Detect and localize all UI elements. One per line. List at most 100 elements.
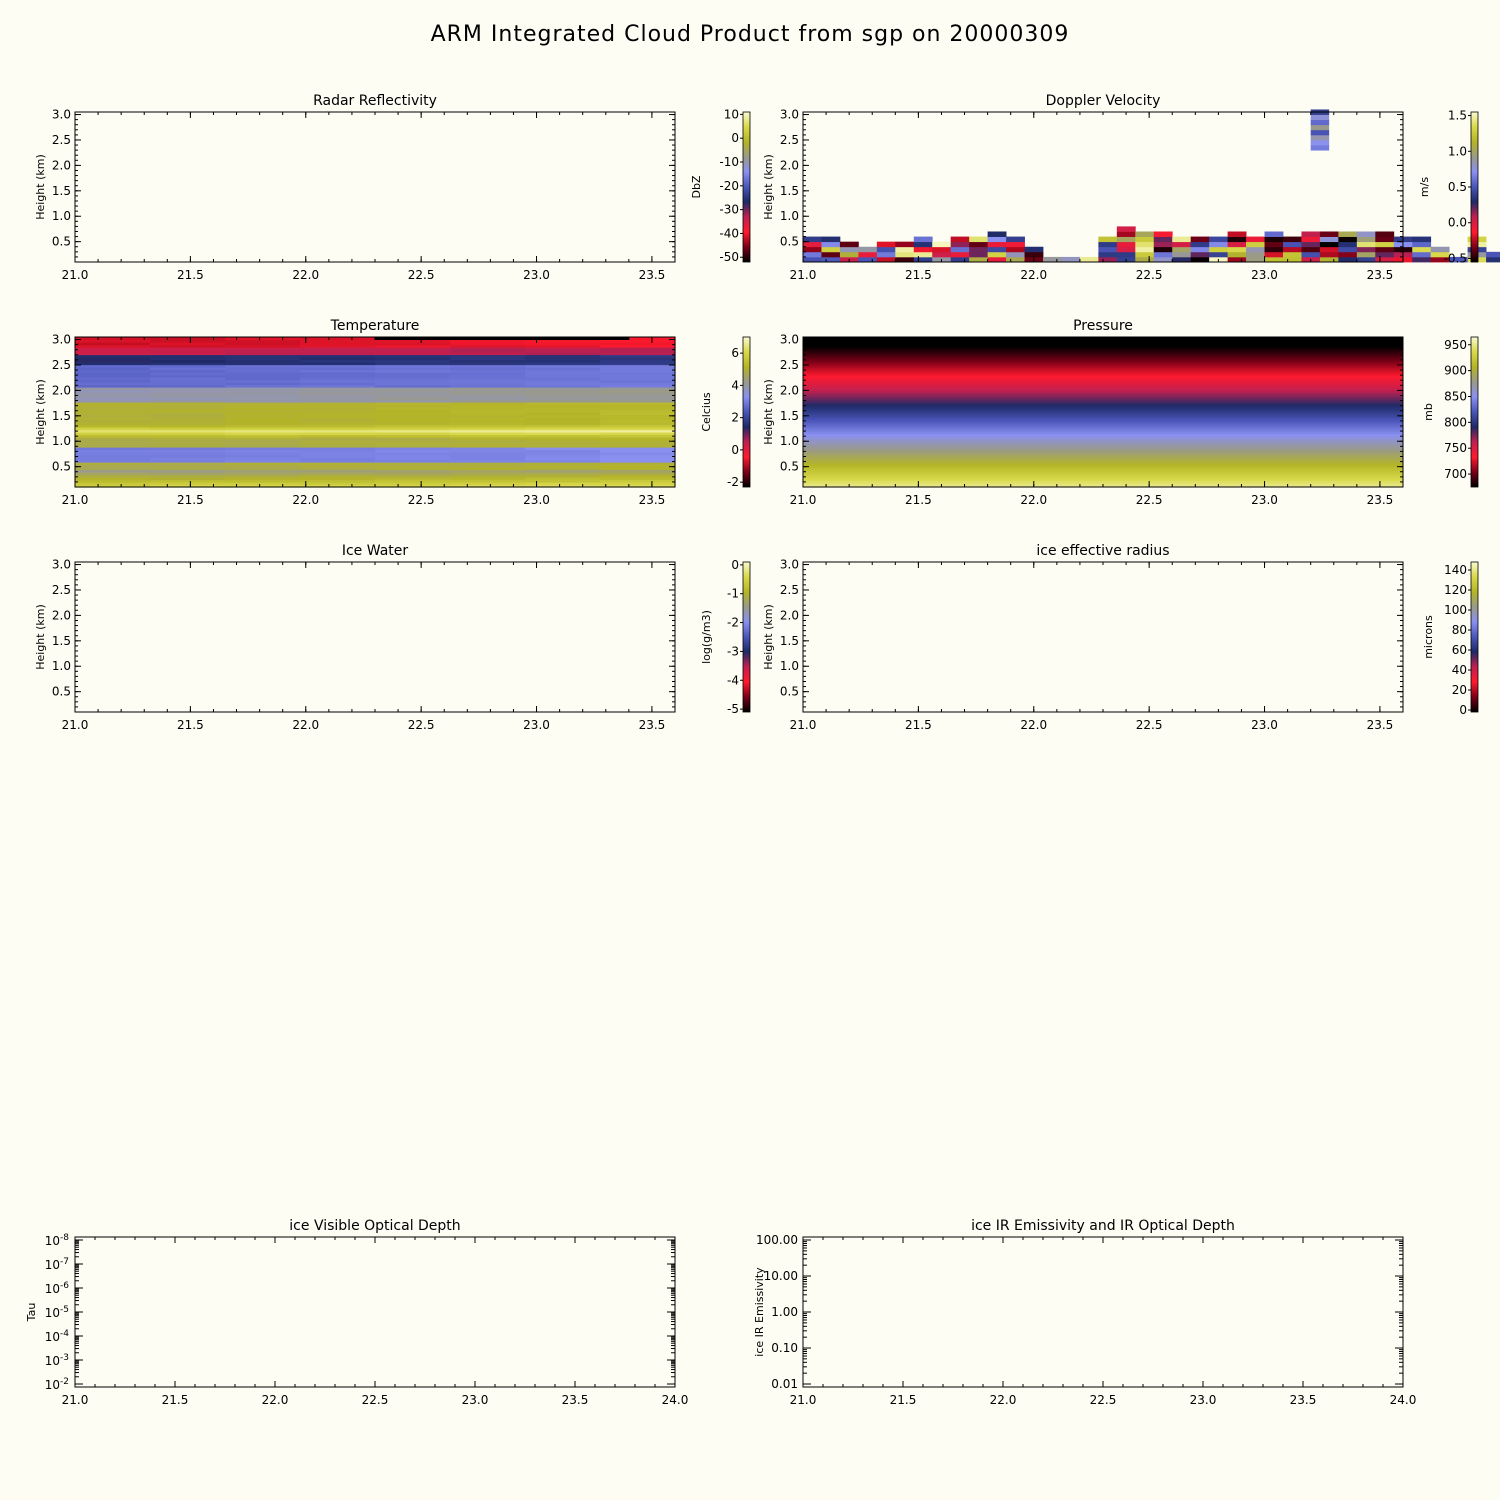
pressure-cell [803,472,1403,475]
temperature-cell [150,342,226,346]
x-tick-label: 23.0 [1251,268,1278,282]
doppler-cell [1190,241,1210,248]
temperature-cell [375,367,451,371]
temperature-cell [525,359,601,363]
temperature-cell [525,459,601,463]
temperature-cell [75,357,151,361]
temperature-cell [375,482,451,486]
temperature-cell [150,419,226,423]
temperature-cell [600,424,676,428]
y-axis-title: Height (km) [34,154,47,220]
doppler-cell [1430,251,1450,258]
temperature-cell [450,342,526,346]
temperature-cell [300,454,376,458]
colorbar-tick-label: 800 [1444,415,1467,429]
pressure-cell [803,480,1403,484]
temperature-cell [450,369,526,373]
pressure-cell [803,373,1403,377]
temperature-cell [450,427,526,431]
temperature-cell [225,407,301,411]
pressure-cell [803,450,1403,454]
pressure-cell [803,459,1403,462]
temperature-cell [375,392,451,396]
pressure-cell [803,377,1403,381]
temperature-cell [600,444,676,448]
temperature-cell [225,359,301,363]
doppler-cell [1153,251,1173,258]
panel-3: Pressure 21.0 21.5 22.0 22.5 23.0 23.5 0.5 1.0 1.… [762,318,1404,507]
panel-title: Radar Reflectivity [313,93,437,109]
temperature-cell [150,397,226,401]
doppler-cell [1283,251,1302,258]
temperature-cell [150,339,226,343]
doppler-cell [803,251,822,258]
doppler-cell [1319,236,1339,243]
pressure-cell [803,375,1403,379]
temperature-cell [375,424,451,428]
temperature-cell [225,472,301,476]
doppler-cell [803,256,822,263]
doppler-cell [1209,246,1229,253]
temperature-cell [375,422,451,426]
temperature-cell [150,402,226,406]
doppler-cell [1116,226,1136,232]
colorbar-bar [1470,336,1479,488]
temperature-cell [375,344,451,348]
doppler-cell [987,256,1007,263]
temperature-cell [300,422,376,426]
colorbar-tick-label: 40 [1452,663,1467,677]
temperature-cell [375,432,451,436]
temperature-cell [75,414,151,418]
temperature-cell [600,357,676,361]
x-tick-label: 21.0 [62,268,89,282]
doppler-cell [858,251,878,258]
x-tick-label: 21.5 [905,493,932,507]
temperature-cell [450,472,526,476]
temperature-cell [150,364,226,368]
temperature-cell [600,429,676,433]
y-tick-label: 0.10 [771,1341,798,1355]
doppler-cell [1209,236,1229,243]
temperature-cell [75,364,151,368]
pressure-cell [803,437,1403,441]
temperature-cell [300,452,376,456]
x-tick-label: 23.0 [1190,1393,1217,1407]
temperature-cell [450,467,526,471]
pressure-cell [803,349,1403,353]
temperature-cell [375,404,451,408]
pressure-cell [803,439,1403,443]
doppler-cell [1098,246,1118,253]
y-tick-label: 10-6 [45,1281,70,1296]
pressure-cell [803,405,1403,409]
pressure-cell [803,343,1403,347]
doppler-cell [969,241,989,248]
temperature-cell [375,437,451,441]
pressure-cell [803,446,1403,450]
temperature-cell [375,369,451,373]
y-tick-label: 2.5 [52,358,71,372]
temperature-cell [75,342,151,346]
temperature-cell [150,369,226,373]
doppler-cell [1153,246,1173,253]
temperature-cell [600,377,676,381]
colorbar-label: log(g/m3) [700,610,713,664]
doppler-cell [1190,256,1210,263]
pressure-cell [803,354,1403,357]
doppler-cell [1264,241,1284,248]
temperature-cell [75,372,151,376]
doppler-cell [1227,246,1247,253]
temperature-cell [225,417,301,421]
temperature-cell [600,427,676,431]
plot-frame [802,561,1404,713]
doppler-cell [1116,251,1136,258]
x-tick-label: 22.0 [1020,718,1047,732]
temperature-cell [300,459,376,463]
temperature-cell [75,392,151,396]
temperature-cell [525,464,601,468]
colorbar-tick-label: 850 [1444,389,1467,403]
doppler-cell [1375,246,1395,253]
temperature-cell [225,454,301,458]
temperature-cell [75,382,151,386]
temperature-cell [225,434,301,438]
